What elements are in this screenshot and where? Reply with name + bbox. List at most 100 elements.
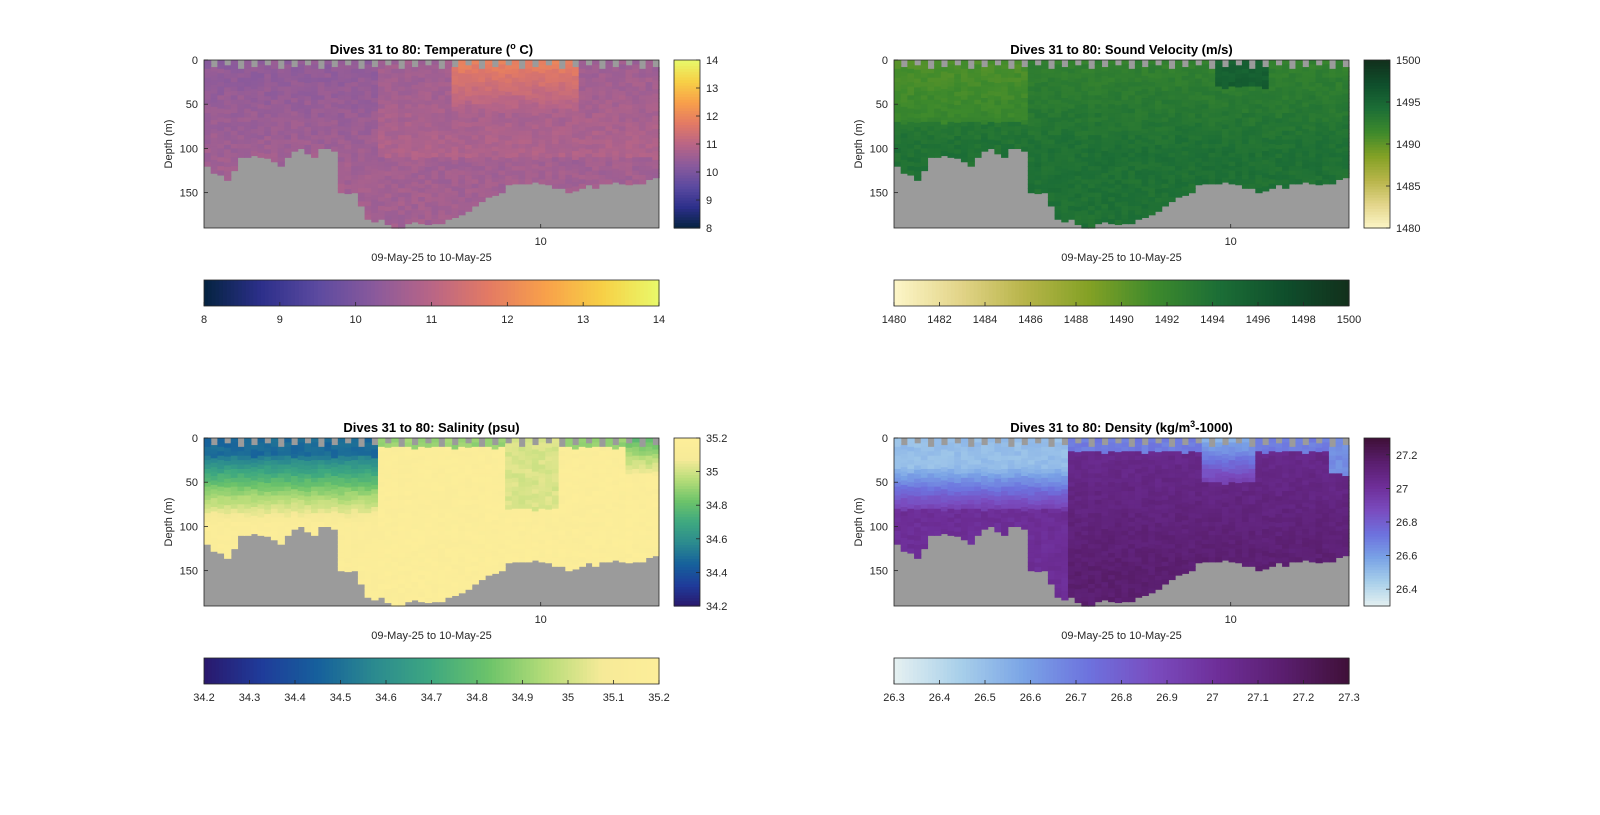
temperature-cell — [270, 95, 279, 101]
sound_velocity-cell — [1221, 159, 1230, 165]
salinity-cell — [317, 495, 326, 501]
temperature-cell — [418, 183, 426, 189]
sound_velocity-cell — [1328, 121, 1337, 127]
sound_velocity-cell — [1275, 100, 1283, 106]
temperature-cell — [551, 86, 560, 92]
sound_velocity-cell — [1201, 86, 1210, 92]
sound_velocity-cell — [1262, 124, 1270, 130]
sound_velocity-cell — [1027, 126, 1036, 132]
temperature-side-colorbar-swatch — [674, 169, 700, 173]
temperature-side-colorbar-swatch — [674, 180, 700, 184]
temperature-cell — [498, 82, 506, 88]
salinity-cell — [250, 449, 259, 455]
sound_velocity-bottom-colorbar-label: 1494 — [1200, 314, 1224, 326]
temperature-cell — [257, 121, 265, 127]
temperature-cell — [244, 95, 252, 101]
sound_velocity-cell — [1021, 75, 1029, 81]
temperature-cell — [458, 108, 466, 114]
temperature-cell — [464, 74, 473, 80]
sound_velocity-cell — [1027, 139, 1036, 145]
sound_velocity-cell — [1054, 205, 1062, 211]
temperature-cell — [391, 148, 399, 154]
temperature-cell — [210, 124, 218, 130]
salinity-cell — [337, 504, 346, 510]
salinity-cell — [344, 452, 352, 458]
sound_velocity-cell — [1335, 77, 1343, 83]
sound_velocity-side-colorbar-swatch — [1364, 200, 1390, 204]
salinity-cell — [210, 458, 218, 464]
sound_velocity-cell — [960, 99, 969, 105]
temperature-cell — [377, 179, 386, 185]
sound_velocity-cell — [947, 99, 955, 105]
sound_velocity-cell — [974, 82, 982, 88]
sound_velocity-cell — [1228, 104, 1236, 110]
temperature-cell — [217, 152, 225, 158]
sound_velocity-cell — [960, 64, 969, 70]
temperature-cell — [438, 95, 446, 101]
sound_velocity-cell — [987, 117, 995, 123]
temperature-cell — [438, 113, 446, 119]
sound_velocity-cell — [1295, 104, 1303, 110]
sound_velocity-cell — [1041, 77, 1049, 83]
sound_velocity-cell — [987, 144, 995, 150]
sound_velocity-cell — [1014, 113, 1022, 119]
sound_velocity-cell — [1134, 130, 1143, 136]
sound_velocity-cell — [954, 131, 962, 137]
temperature-cell — [458, 179, 466, 185]
sound_velocity-cell — [1181, 128, 1190, 134]
sound_velocity-cell — [907, 113, 915, 119]
temperature-bottom-colorbar-swatch — [260, 280, 266, 306]
salinity-cell — [317, 464, 326, 470]
sound_velocity-cell — [1268, 86, 1276, 92]
salinity-cell — [284, 455, 292, 461]
sound_velocity-cell — [900, 124, 908, 130]
sound_velocity-cell — [1302, 168, 1310, 174]
temperature-cell — [210, 142, 218, 148]
salinity-cell — [364, 491, 372, 497]
temperature-cell — [371, 120, 379, 126]
temperature-cell — [204, 82, 212, 88]
temperature-cell — [257, 139, 265, 145]
sound_velocity-cell — [1148, 68, 1156, 74]
sound_velocity-cell — [1141, 146, 1149, 152]
sound_velocity-cell — [1181, 146, 1190, 152]
sound_velocity-side-colorbar-swatch — [1364, 177, 1390, 181]
sound_velocity-cell — [1114, 180, 1123, 186]
sound_velocity-cell — [914, 105, 922, 111]
salinity-cell — [344, 514, 352, 520]
temperature-cell — [458, 64, 466, 70]
temperature-cell — [538, 113, 546, 119]
temperature-cell — [344, 91, 352, 97]
salinity-cell — [311, 473, 319, 479]
temperature-cell — [652, 71, 660, 77]
temperature-cell — [652, 142, 660, 148]
temperature-cell — [284, 104, 292, 110]
temperature-cell — [464, 127, 473, 133]
salinity-cell — [257, 442, 265, 448]
salinity-cell — [384, 558, 392, 564]
sound_velocity-bottom-colorbar-swatch — [1295, 280, 1301, 306]
temperature-cell — [237, 126, 245, 132]
temperature-cell — [598, 68, 607, 74]
sound_velocity-cell — [1088, 73, 1096, 79]
sound_velocity-cell — [1248, 139, 1256, 145]
salinity-cell — [257, 446, 265, 452]
temperature-cell — [565, 179, 573, 185]
sound_velocity-cell — [954, 153, 962, 159]
temperature-cell — [404, 95, 413, 101]
temperature-cell — [612, 155, 620, 161]
sound_velocity-cell — [1001, 104, 1009, 110]
temperature-cell — [391, 214, 399, 220]
sound_velocity-cell — [1041, 104, 1049, 110]
salinity-cell — [250, 476, 259, 482]
sound_velocity-cell — [1308, 86, 1317, 92]
sound_velocity-cell — [920, 121, 929, 127]
sound_velocity-cell — [1201, 77, 1210, 83]
sound_velocity-cell — [1241, 179, 1250, 185]
sound_velocity-cell — [1295, 170, 1303, 176]
sound_velocity-cell — [1175, 161, 1183, 167]
sound_velocity-cell — [1141, 111, 1149, 117]
temperature-cell — [618, 90, 627, 96]
temperature-cell — [411, 208, 419, 214]
salinity-cell — [224, 549, 232, 555]
